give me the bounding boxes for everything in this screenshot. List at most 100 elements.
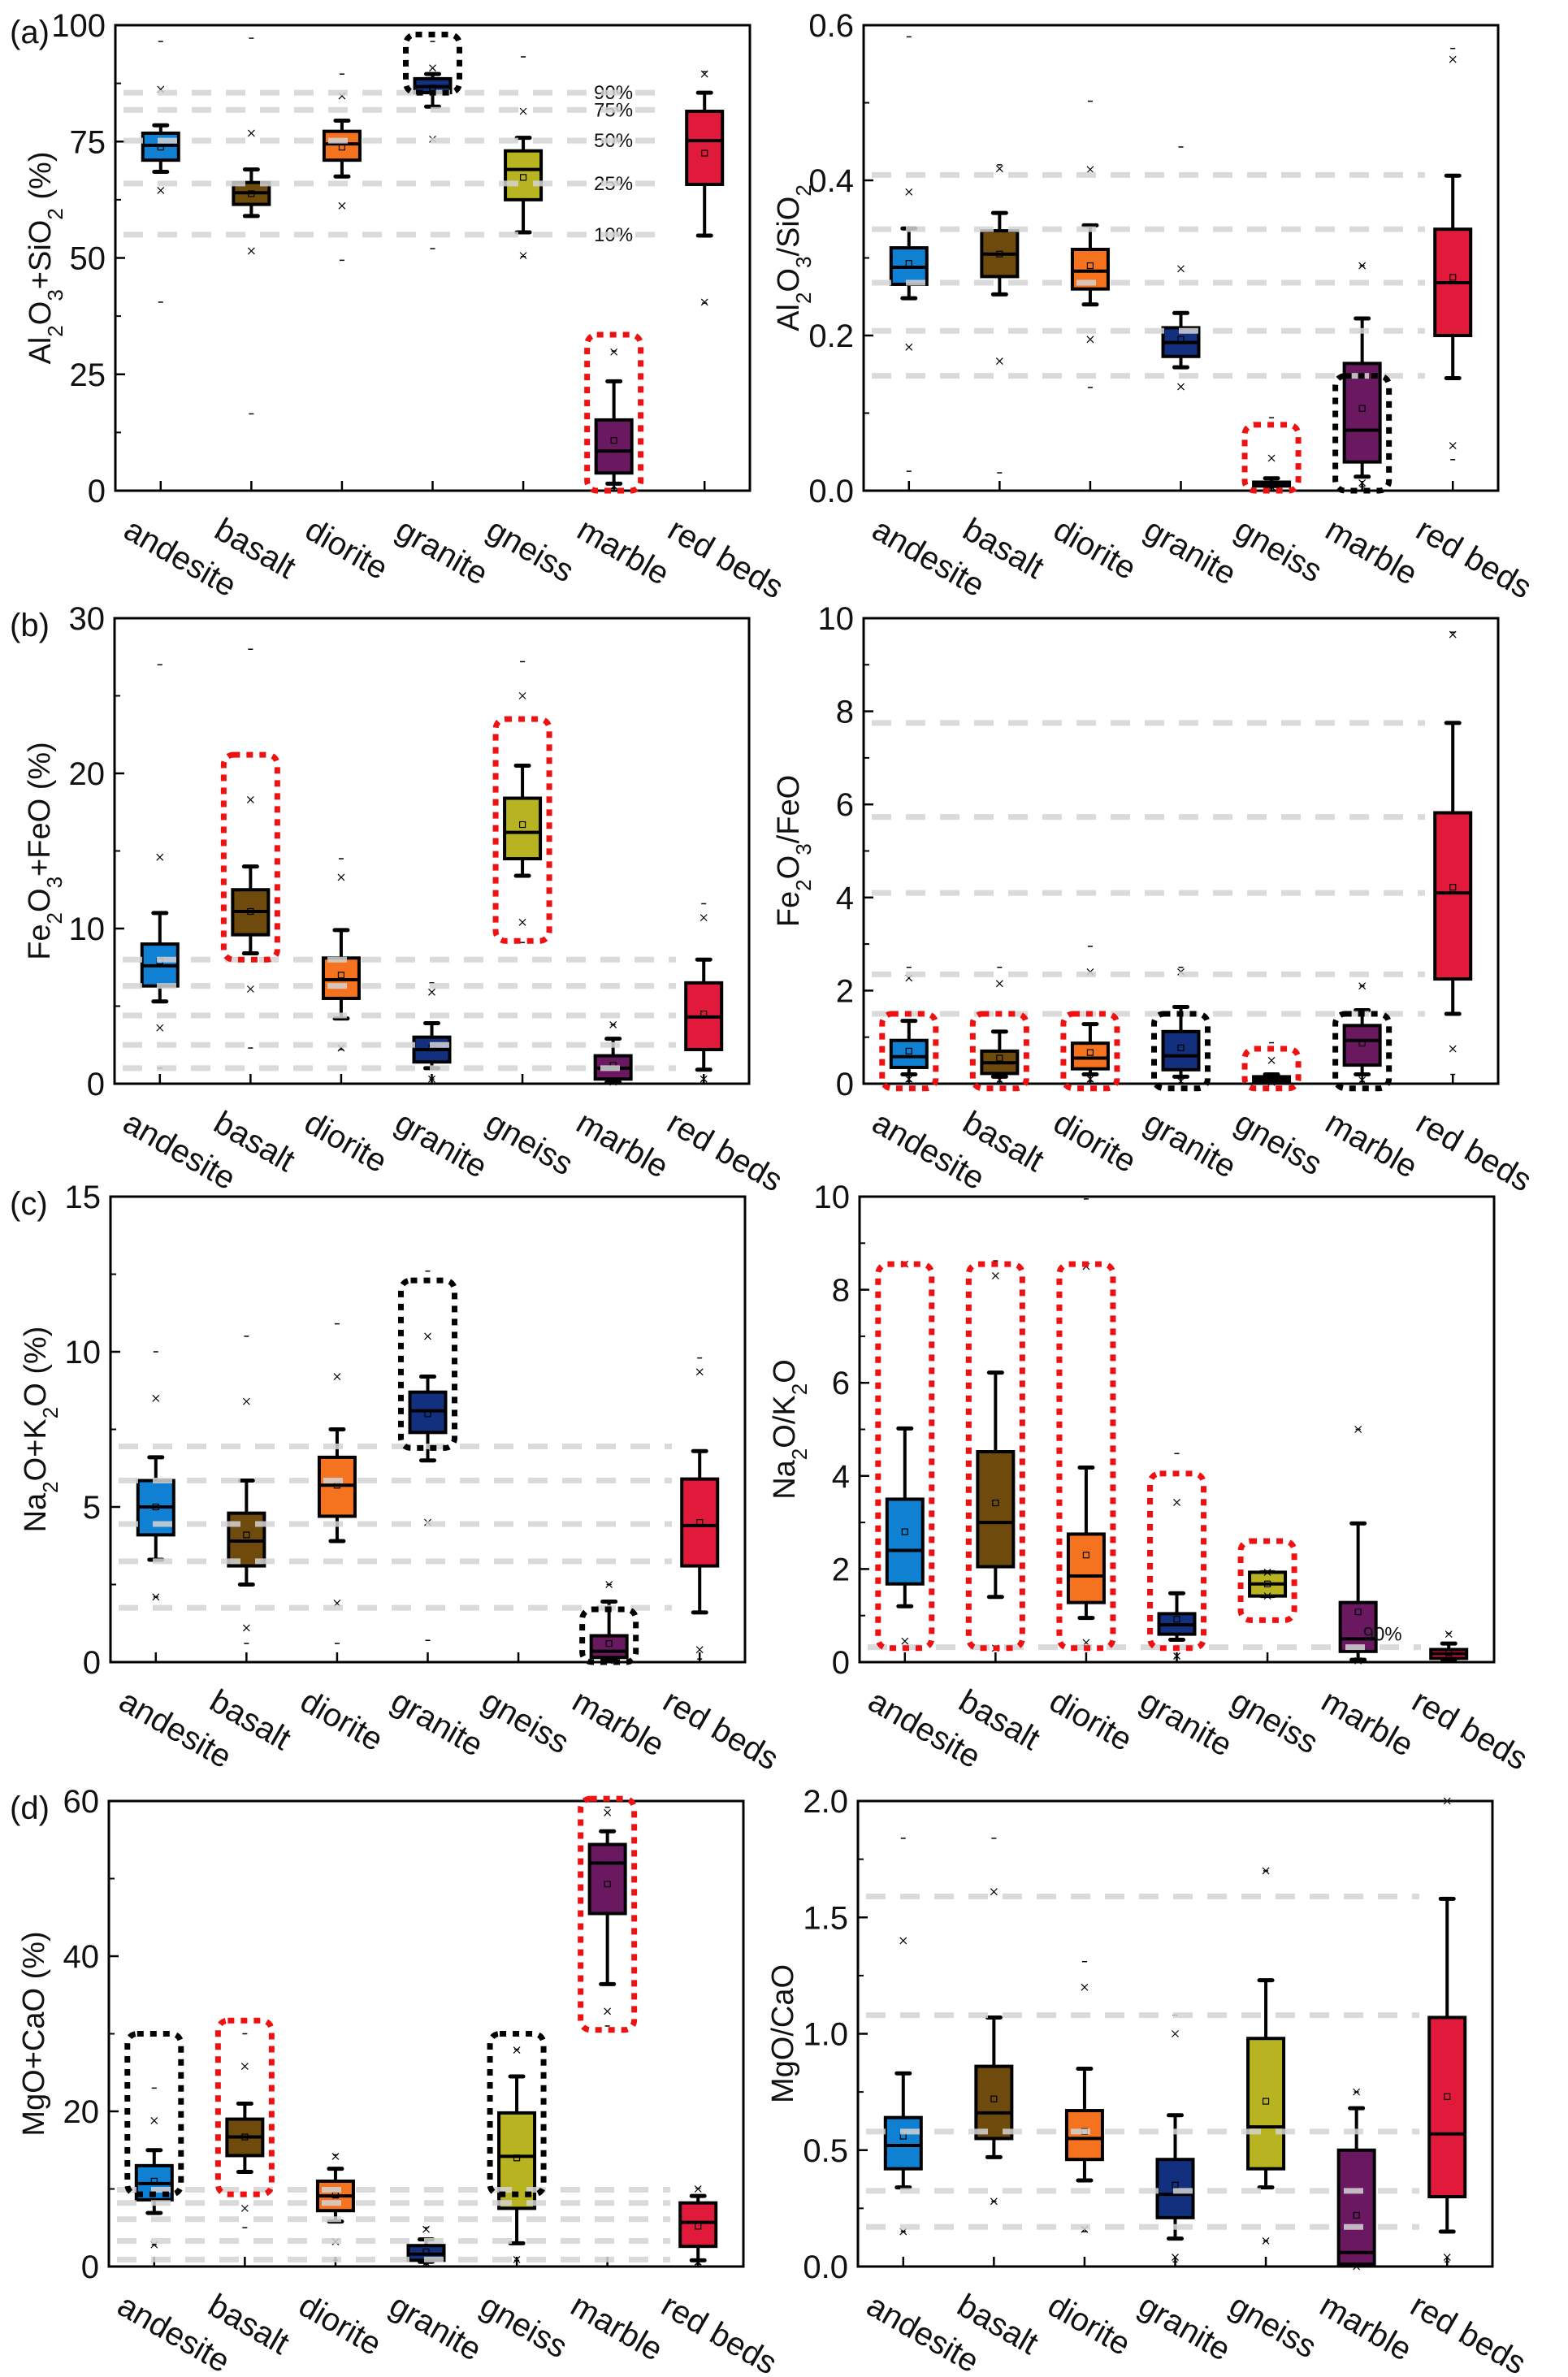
y-tick-label: 0	[81, 2249, 99, 2285]
reference-lines	[119, 1444, 672, 1611]
highlight-black-granite	[1151, 1011, 1211, 1092]
percentile-cross	[995, 165, 1003, 173]
percentile-cross	[338, 201, 346, 210]
percentile-cross	[150, 2117, 158, 2124]
mean-marker	[1262, 2098, 1270, 2105]
percentile-label: 90%	[1363, 1624, 1402, 1646]
title-part: /FeO	[772, 775, 806, 843]
iqr-box	[1066, 1532, 1106, 1604]
x-tick-label: gneiss	[481, 512, 580, 590]
y-axis-title: Fe2O3/FeO	[772, 775, 816, 927]
box-red-beds	[1427, 1797, 1467, 2263]
percentile-cross	[700, 1075, 708, 1083]
mean-marker	[1177, 336, 1185, 343]
y-tick-label: 0.0	[808, 474, 854, 509]
x-tick-label: diorite	[1042, 2288, 1136, 2363]
box-granite	[1161, 967, 1201, 1085]
title-part: MgO/CaO	[766, 1964, 800, 2103]
percentile-cross	[1445, 1656, 1453, 1664]
x-tick-label: gneiss	[480, 1105, 579, 1183]
subscript: 3	[791, 257, 816, 268]
mean-marker	[695, 2223, 702, 2230]
subscript: 2	[42, 912, 67, 924]
highlight-black-marble	[1332, 1011, 1393, 1092]
panel-b-left: 0102030andesitebasaltdioritegranitegneis…	[10, 601, 789, 1199]
title-part: MgO+CaO (%)	[17, 1931, 51, 2136]
y-tick-label: 0.6	[808, 8, 854, 44]
x-tick-label: diorite	[298, 1105, 392, 1180]
percentile-cross	[695, 1646, 704, 1654]
y-axis-title: Na2O+K2O (%)	[19, 1327, 63, 1533]
percentile-cross	[333, 1373, 341, 1380]
box-granite	[408, 1270, 448, 1642]
box-basalt	[974, 1838, 1014, 2206]
percentile-cross	[152, 1394, 160, 1402]
percentile-cross	[694, 2185, 702, 2193]
mean-marker	[701, 149, 708, 157]
mean-marker	[1086, 1049, 1094, 1056]
box-granite	[1161, 146, 1201, 491]
mean-marker	[700, 1010, 708, 1018]
percentile-cross	[1445, 1630, 1453, 1639]
x-tick-label: diorite	[1047, 512, 1141, 587]
percentile-cross	[337, 873, 345, 881]
percentile-cross	[1449, 55, 1457, 63]
subscript: 2	[791, 292, 816, 304]
mean-marker	[1086, 262, 1094, 270]
mean-marker	[1173, 1616, 1180, 1623]
iqr-box	[1070, 1041, 1110, 1071]
highlight-red-gneiss	[1241, 1046, 1302, 1092]
box-red-beds	[680, 1357, 720, 1660]
mean-marker	[513, 2154, 521, 2162]
box-andesite	[885, 1196, 925, 1649]
y-axis-title: Fe2O3+FeO (%)	[23, 742, 67, 960]
highlight-red-andesite	[875, 1261, 935, 1652]
x-tick-label: diorite	[1047, 1105, 1141, 1180]
y-tick-label: 8	[836, 695, 854, 730]
highlight-red-gneiss	[1237, 1538, 1297, 1623]
percentile-cross	[1443, 2254, 1451, 2261]
y-tick-label: 2	[832, 1552, 850, 1587]
mean-marker	[1449, 884, 1457, 891]
mean-marker	[422, 2248, 430, 2255]
percentile-cross	[247, 129, 255, 137]
percentile-cross	[246, 796, 254, 803]
highlight-red-diorite	[1060, 1011, 1120, 1092]
mean-marker	[248, 190, 255, 197]
box-granite	[1157, 1453, 1197, 1660]
x-tick-label: granite	[383, 2288, 487, 2368]
percentile-cross	[428, 988, 435, 996]
y-tick-label: 100	[51, 8, 106, 44]
percentile-cross	[246, 985, 254, 993]
panel-a-right: 0.00.20.40.6andesitebasaltdioritegranite…	[772, 8, 1538, 606]
box-gneiss	[504, 56, 544, 260]
title-part: +SiO	[24, 220, 58, 290]
percentile-cross	[519, 252, 527, 260]
iqr-box	[889, 1038, 929, 1069]
mean-marker	[1354, 1608, 1362, 1616]
title-part: Al	[24, 337, 58, 365]
x-tick-label: red beds	[1410, 1105, 1538, 1199]
mean-marker	[518, 820, 526, 829]
panel-c-left: 051015andesitebasaltdioritegranitegneiss…	[10, 1180, 785, 1777]
mean-marker	[1263, 1580, 1271, 1587]
mean-marker	[1358, 405, 1366, 412]
y-tick-label: 5	[83, 1490, 101, 1526]
percentile-cross	[990, 1888, 998, 1896]
title-part: O	[772, 855, 806, 880]
mean-marker	[150, 2177, 158, 2185]
percentile-cross	[1086, 166, 1094, 174]
title-part: Fe	[772, 891, 806, 927]
mean-marker	[696, 1518, 704, 1526]
mean-marker	[901, 1528, 908, 1535]
y-tick-label: 50	[70, 241, 106, 277]
box-red-beds	[1433, 630, 1473, 1076]
highlight-red-granite	[1147, 1470, 1206, 1652]
box-basalt	[227, 1336, 266, 1644]
box-marble	[1342, 982, 1382, 1084]
iqr-box	[883, 2115, 923, 2171]
box-granite	[413, 41, 453, 249]
box-marble	[593, 1020, 633, 1086]
x-tick-label: diorite	[1043, 1683, 1137, 1759]
percentile-cross	[1358, 1076, 1367, 1084]
